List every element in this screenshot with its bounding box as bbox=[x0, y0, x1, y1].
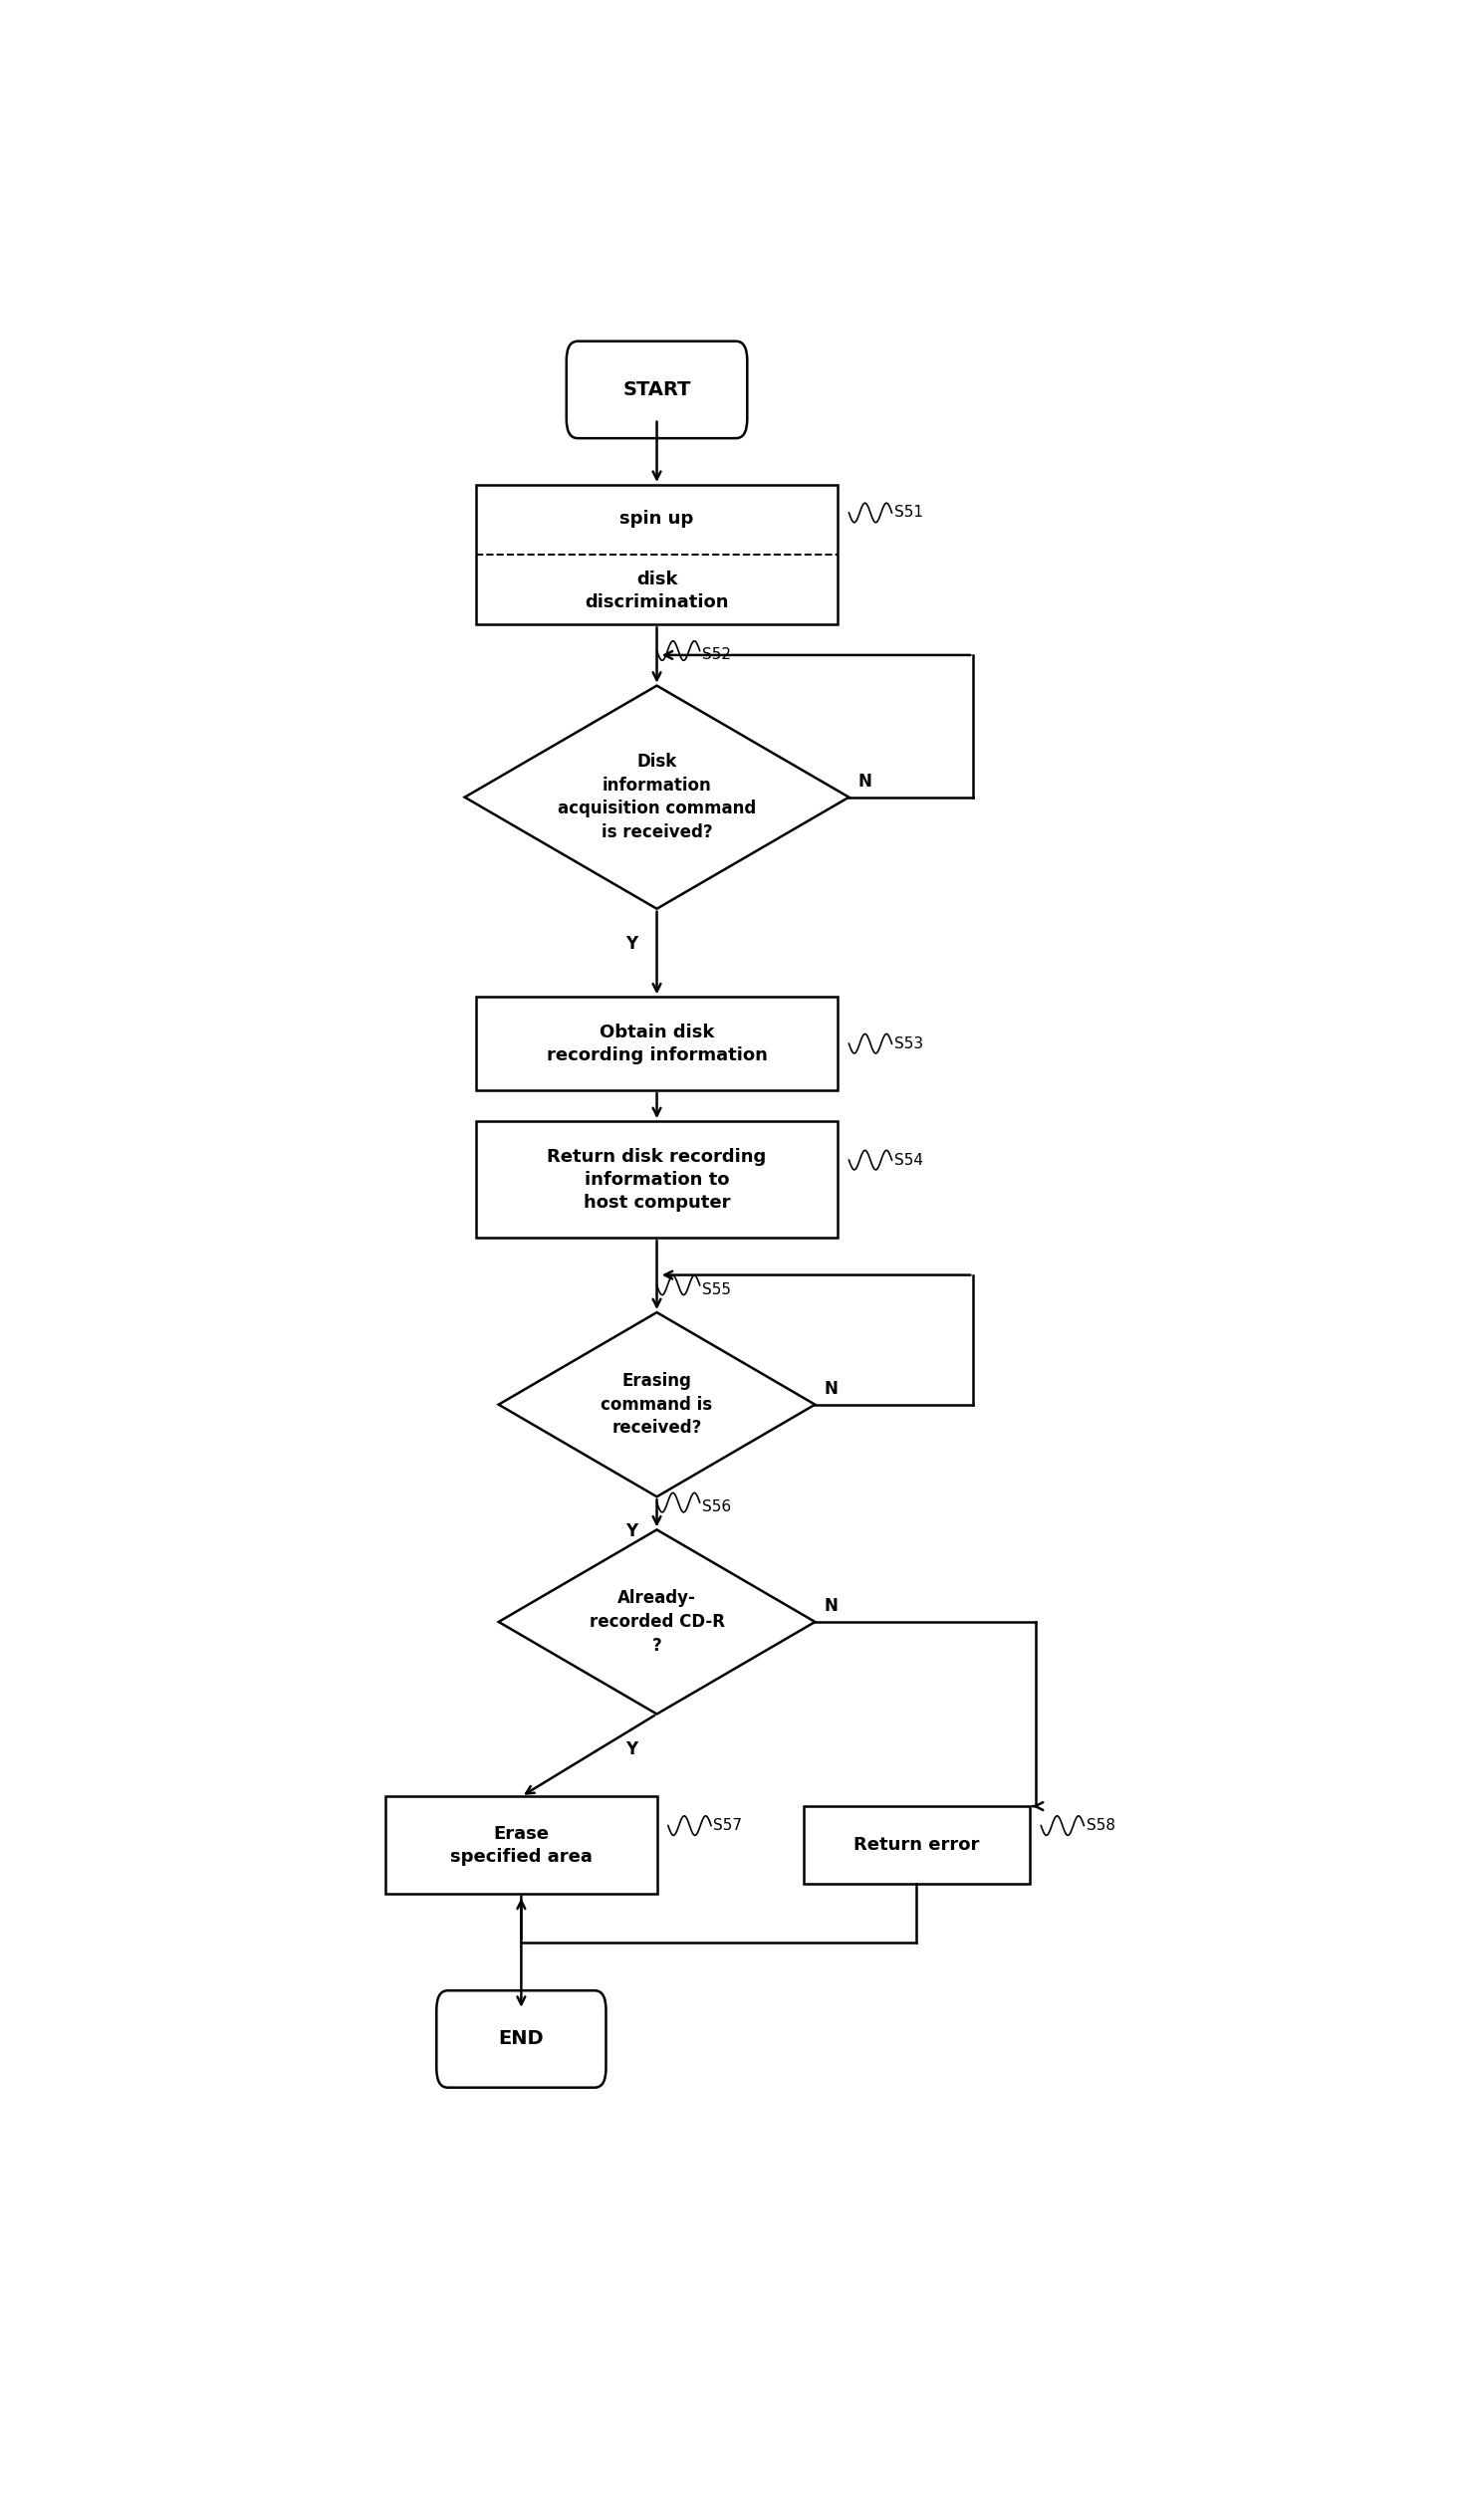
Text: N: N bbox=[824, 1381, 838, 1399]
Text: S56: S56 bbox=[703, 1499, 730, 1515]
Bar bbox=[803, 1807, 1029, 1885]
Text: Already-
recorded CD-R
?: Already- recorded CD-R ? bbox=[589, 1590, 725, 1653]
Text: Y: Y bbox=[625, 1739, 639, 1759]
FancyBboxPatch shape bbox=[566, 340, 748, 438]
FancyBboxPatch shape bbox=[436, 1991, 607, 2087]
Text: S52: S52 bbox=[703, 648, 730, 663]
Bar bbox=[475, 1121, 838, 1237]
Polygon shape bbox=[499, 1313, 815, 1497]
Text: START: START bbox=[623, 381, 691, 398]
Text: disk
discrimination: disk discrimination bbox=[585, 572, 729, 610]
Polygon shape bbox=[499, 1530, 815, 1714]
Text: Disk
information
acquisition command
is received?: Disk information acquisition command is … bbox=[557, 753, 757, 842]
Text: N: N bbox=[824, 1598, 838, 1615]
Polygon shape bbox=[465, 685, 849, 910]
Text: spin up: spin up bbox=[620, 509, 694, 527]
Text: S51: S51 bbox=[894, 507, 923, 519]
Bar bbox=[475, 484, 838, 625]
Text: S54: S54 bbox=[894, 1152, 923, 1167]
Text: Obtain disk
recording information: Obtain disk recording information bbox=[547, 1023, 767, 1063]
Text: Y: Y bbox=[625, 935, 639, 953]
Bar bbox=[385, 1797, 656, 1893]
Text: S55: S55 bbox=[703, 1283, 730, 1298]
Text: Return disk recording
information to
host computer: Return disk recording information to hos… bbox=[547, 1147, 767, 1212]
Text: S53: S53 bbox=[894, 1036, 923, 1051]
Text: S58: S58 bbox=[1086, 1817, 1115, 1832]
Text: END: END bbox=[499, 2029, 544, 2049]
Text: S57: S57 bbox=[713, 1817, 742, 1832]
Text: N: N bbox=[857, 774, 872, 791]
Bar bbox=[475, 998, 838, 1091]
Text: Y: Y bbox=[625, 1522, 639, 1540]
Text: Erasing
command is
received?: Erasing command is received? bbox=[601, 1371, 713, 1436]
Text: Erase
specified area: Erase specified area bbox=[451, 1824, 592, 1865]
Text: Return error: Return error bbox=[854, 1837, 980, 1855]
